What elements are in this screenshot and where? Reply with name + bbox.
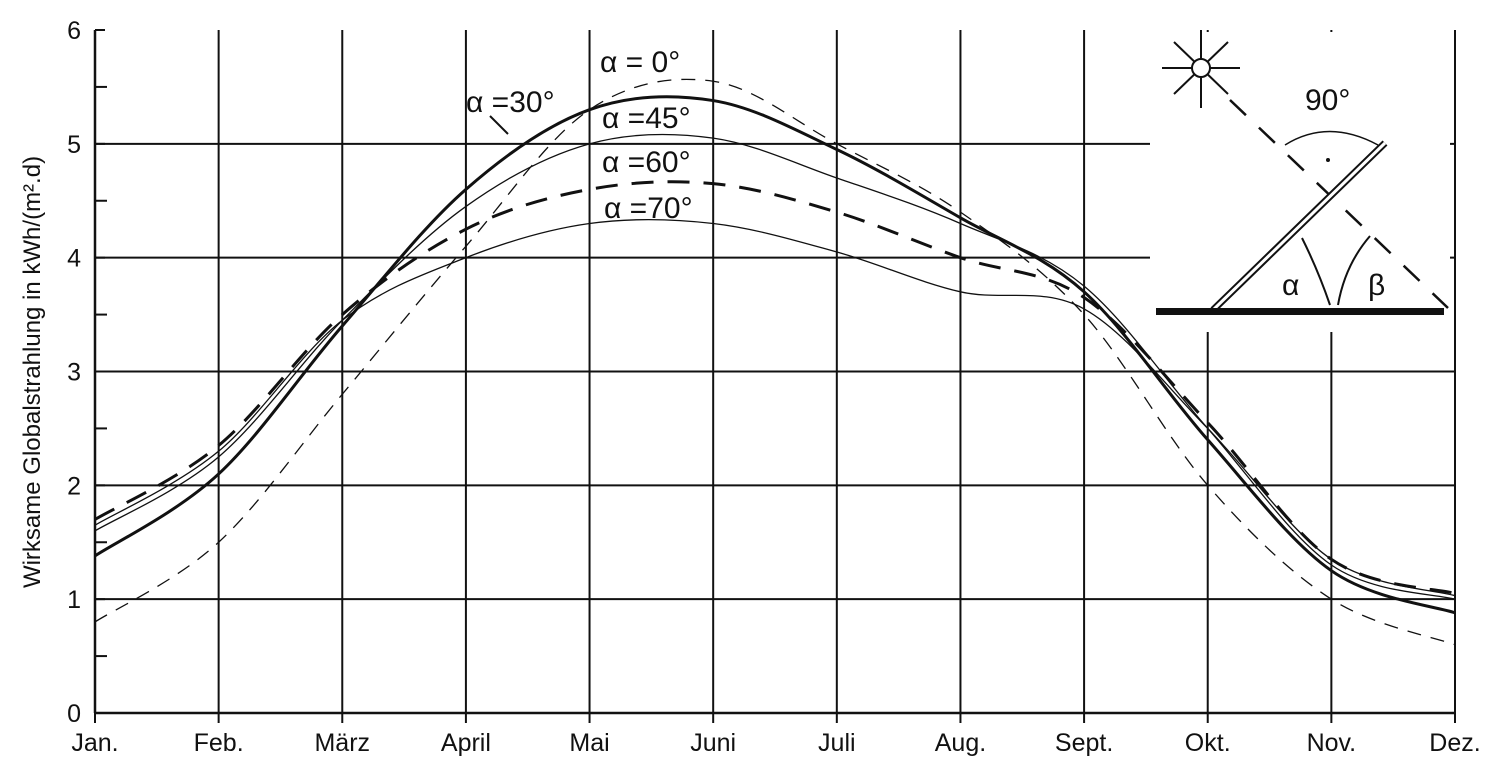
axes: 0 1 2 3 4 5 6 Jan. Feb. März April Mai Juni Juli Aug. S… bbox=[67, 17, 1481, 757]
y-tick-label: 0 bbox=[67, 700, 81, 728]
y-tick-label: 4 bbox=[67, 245, 81, 273]
x-tick-label: März bbox=[314, 729, 370, 757]
series-line-1 bbox=[94, 95, 1456, 615]
x-tick-label: April bbox=[441, 729, 491, 757]
series-line-4 bbox=[94, 218, 1456, 597]
label-alpha-45: α =45° bbox=[602, 102, 691, 135]
y-tick-label: 2 bbox=[67, 472, 81, 500]
y-axis-label: Wirksame Globalstrahlung in kWh/(m².d) bbox=[19, 156, 46, 588]
x-tick-label: Sept. bbox=[1055, 729, 1113, 757]
series-lines bbox=[94, 78, 1456, 646]
x-tick-label: Juni bbox=[690, 729, 736, 757]
inset-alpha-label: α bbox=[1282, 269, 1299, 302]
label-alpha-60: α =60° bbox=[602, 146, 691, 179]
y-tick-label: 1 bbox=[67, 586, 81, 614]
series-line-3 bbox=[94, 180, 1456, 595]
label-alpha-70: α =70° bbox=[604, 192, 693, 225]
y-tick-label: 5 bbox=[67, 131, 81, 159]
x-tick-label: Okt. bbox=[1185, 729, 1231, 757]
series-line-0 bbox=[94, 78, 1456, 646]
inset-90-label: 90° bbox=[1305, 84, 1350, 117]
x-tick-label: Feb. bbox=[194, 729, 244, 757]
x-tick-label: Aug. bbox=[935, 729, 986, 757]
y-tick-label: 6 bbox=[67, 17, 81, 45]
tilt-angle-inset: 90° α β bbox=[1150, 30, 1450, 332]
x-tick-label: Nov. bbox=[1307, 729, 1357, 757]
label-alpha-30-leader bbox=[489, 115, 509, 135]
label-alpha-30: α =30° bbox=[466, 86, 555, 119]
y-tick-label: 3 bbox=[67, 359, 81, 387]
x-tick-label: Dez. bbox=[1429, 729, 1480, 757]
series-line-2 bbox=[94, 133, 1456, 600]
inset-beta-label: β bbox=[1368, 269, 1385, 302]
label-alpha-0: α = 0° bbox=[600, 46, 680, 79]
x-tick-label: Jan. bbox=[71, 729, 118, 757]
x-tick-label: Juli bbox=[818, 729, 856, 757]
sun-icon bbox=[1162, 30, 1240, 108]
x-tick-label: Mai bbox=[569, 729, 609, 757]
